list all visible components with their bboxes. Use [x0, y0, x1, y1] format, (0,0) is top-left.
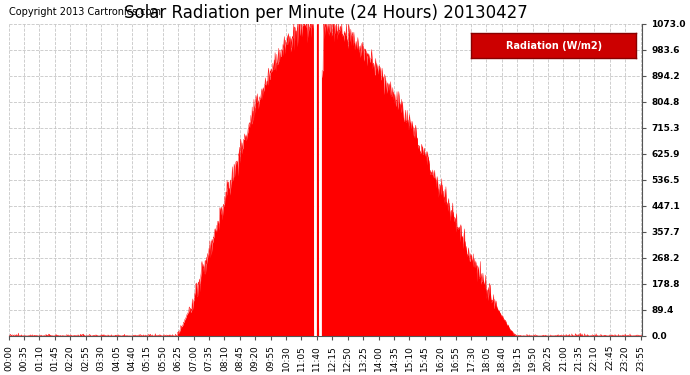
Title: Solar Radiation per Minute (24 Hours) 20130427: Solar Radiation per Minute (24 Hours) 20… — [124, 4, 527, 22]
Text: Copyright 2013 Cartronics.com: Copyright 2013 Cartronics.com — [9, 8, 161, 18]
